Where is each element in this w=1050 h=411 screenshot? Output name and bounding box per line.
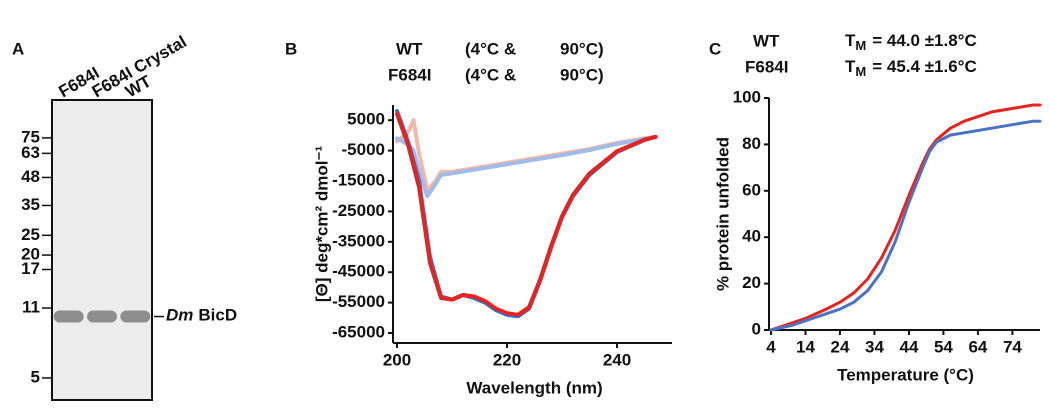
marker-label: 11: [22, 298, 40, 317]
panel-label: B: [285, 39, 297, 58]
band: [120, 310, 151, 323]
legend-hot: 90°C): [560, 65, 604, 84]
y-tick-label: -5000: [342, 140, 385, 159]
y-tick-label: 40: [742, 227, 761, 246]
marker-label: 5: [31, 367, 40, 386]
marker-label: 75: [21, 127, 40, 146]
y-tick-label: 0: [752, 319, 761, 338]
marker-label: 17: [21, 259, 40, 278]
legend-tm: TM = 44.0 ±1.8°C: [845, 31, 977, 53]
legend-cold: (4°C &: [465, 39, 516, 58]
y-tick-label: 5000: [347, 110, 385, 129]
x-tick-label: 240: [603, 350, 631, 369]
marker-label: 35: [21, 195, 40, 214]
y-tick-label: -35000: [332, 231, 385, 250]
legend-name: F684I: [388, 65, 431, 84]
y-tick-label: -25000: [332, 201, 385, 220]
x-tick-label: 200: [383, 350, 411, 369]
panel-label: A: [12, 39, 24, 58]
x-tick-label: 74: [1003, 337, 1022, 356]
legend-cold: (4°C &: [465, 65, 516, 84]
marker-label: 25: [21, 225, 40, 244]
legend-name: WT: [753, 31, 780, 50]
tm-subscript: M: [855, 64, 866, 79]
x-axis-title: Wavelength (nm): [466, 378, 602, 397]
band-label-species: Dm: [166, 306, 193, 325]
tm-subscript: M: [855, 38, 866, 53]
tm-value: = 44.0 ±1.8°C: [872, 31, 977, 50]
band: [87, 310, 117, 323]
x-tick-label: 54: [934, 337, 953, 356]
x-tick-label: 4: [766, 337, 776, 356]
band-label-protein: BicD: [198, 306, 237, 325]
data-line: [769, 103, 1042, 332]
tm-value: = 45.4 ±1.6°C: [872, 57, 977, 76]
y-axis-title: [Θ] deg*cm² dmol⁻¹: [312, 146, 331, 303]
tm-symbol: T: [845, 57, 856, 76]
marker-label: 20: [21, 245, 40, 264]
y-tick-label: -15000: [332, 170, 385, 189]
legend-hot: 90°C): [560, 39, 604, 58]
x-tick-label: 44: [899, 337, 918, 356]
x-tick-label: 220: [493, 350, 521, 369]
band-label: Dm BicD: [166, 306, 237, 325]
x-tick-label: 24: [831, 337, 850, 356]
y-tick-label: -55000: [332, 292, 385, 311]
legend-name: F684I: [745, 57, 788, 76]
legend-tm: TM = 45.4 ±1.6°C: [845, 57, 977, 79]
y-axis-title: % protein unfolded: [713, 137, 732, 291]
x-tick-label: 14: [796, 337, 815, 356]
x-tick-label: 64: [968, 337, 987, 356]
y-tick-label: 100: [733, 87, 761, 106]
gel: [51, 99, 153, 401]
y-tick-label: -65000: [332, 322, 385, 341]
data-line: [395, 118, 658, 193]
y-tick-label: -45000: [332, 262, 385, 281]
marker-label: 48: [21, 167, 40, 186]
panel-label: C: [709, 39, 721, 58]
x-axis-title: Temperature (°C): [837, 365, 974, 384]
tm-symbol: T: [845, 31, 856, 50]
x-tick-label: 34: [865, 337, 884, 356]
y-tick-label: 20: [742, 273, 761, 292]
band: [53, 310, 84, 323]
marker-label: 63: [21, 143, 40, 162]
y-tick-label: 60: [742, 180, 761, 199]
y-tick-label: 80: [742, 134, 761, 153]
data-line: [395, 112, 658, 317]
data-line: [769, 119, 1042, 332]
data-line: [395, 134, 658, 199]
legend-name: WT: [396, 39, 423, 58]
